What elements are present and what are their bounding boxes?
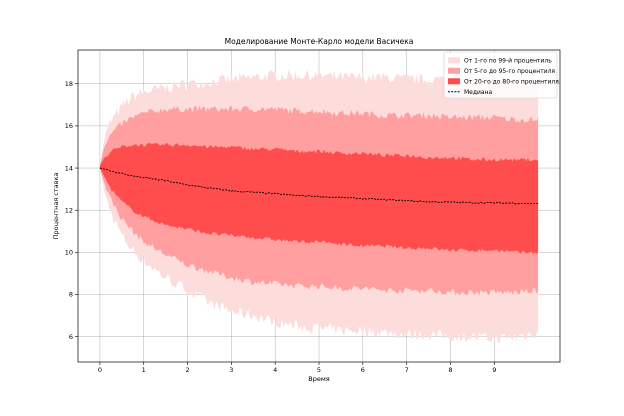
y-tick-label: 6 (69, 333, 73, 341)
y-axis-label: Процентная ставка (52, 173, 60, 240)
legend-entry: От 5-го до 95-го процентиля (464, 68, 555, 75)
x-tick-label: 8 (448, 366, 452, 374)
band-3 (99, 143, 539, 255)
median-line (99, 167, 539, 205)
y-tick-label: 18 (65, 80, 73, 88)
x-tick-label: 1 (142, 366, 146, 374)
x-tick-label: 4 (273, 366, 277, 374)
x-tick-label: 6 (361, 366, 365, 374)
chart-title: Моделирование Монте-Карло модели Васичек… (225, 37, 414, 46)
y-tick-label: 14 (65, 164, 73, 172)
legend-box (443, 51, 558, 99)
legend: От 1-го по 99-й процентиль От 5-го до 95-… (443, 51, 559, 99)
y-tick-label: 16 (65, 122, 73, 130)
y-tick-label: 10 (65, 249, 73, 257)
x-tick-label: 0 (98, 366, 102, 374)
median-line-group (99, 167, 539, 205)
x-tick-label: 9 (492, 366, 496, 374)
x-tick-label: 5 (317, 366, 321, 374)
x-tick-label: 3 (229, 366, 233, 374)
x-tick-label: 2 (185, 366, 189, 374)
y-tick-label: 12 (65, 206, 73, 214)
legend-swatch (448, 67, 460, 74)
y-tick-label: 8 (69, 291, 73, 299)
legend-entry: От 20-го до 80-го процентиля (464, 78, 559, 85)
legend-swatch (448, 57, 460, 64)
legend-swatch (448, 78, 460, 85)
legend-entry: От 1-го по 99-й процентиль (464, 57, 552, 64)
percentile-bands (99, 69, 539, 344)
legend-entry: Медиана (464, 89, 493, 96)
x-axis-label: Время (308, 375, 329, 383)
x-tick-label: 7 (405, 366, 409, 374)
